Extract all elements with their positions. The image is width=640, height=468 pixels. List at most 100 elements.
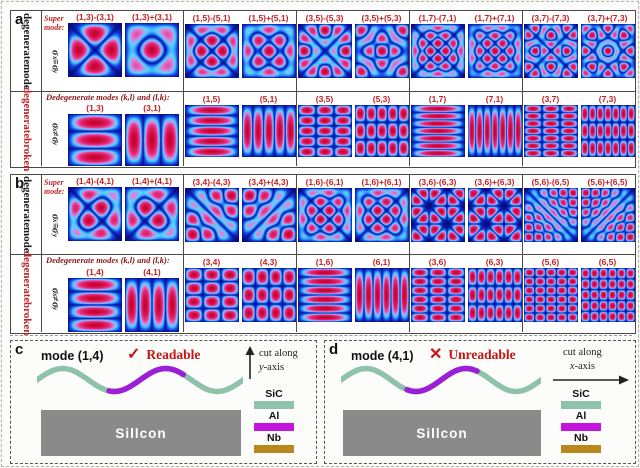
mode-pair: (3,6)-(6,3) (3,6)+(6,3) [410, 176, 522, 242]
mode-pattern-canvas [410, 268, 465, 322]
mode-label: (3,6)+(6,3) [474, 177, 515, 187]
mode-pattern-canvas [68, 23, 122, 77]
mode-pattern-canvas [523, 268, 578, 322]
mode-label: (3,6) [428, 257, 447, 267]
side-word: mode [20, 227, 33, 253]
mode-label: (1,7)-(7,1) [418, 13, 457, 23]
mode-tile: (6,3) [467, 256, 522, 322]
legend-label: SiC [572, 388, 590, 400]
mode-label: (1,4)+(4,1) [132, 176, 172, 186]
mode-tile: (3,6) [410, 256, 465, 322]
degenerate-broken-row: degenerate broken Dedegenerate modes (k,l)… [11, 87, 635, 172]
mode-pattern-canvas [354, 105, 409, 157]
mode-label: (1,5) [202, 94, 221, 104]
mode-pair: (3,7) (7,3) [523, 93, 635, 157]
super-mode-header: Super mode: [44, 14, 65, 33]
degenerate-mode-row: degenerate mode Super mode: σ x ≡ σ y (1,3)-(3… [11, 11, 635, 92]
panel-letter: d [329, 341, 339, 358]
mode-group: (3,4) (4,3) [183, 255, 296, 332]
mode-tile: (5,6) [523, 256, 578, 322]
mode-group: (1,6)-(6,1) (1,6)+(6,1) [296, 175, 409, 254]
mode-pattern-canvas [297, 268, 352, 322]
mode-pattern-canvas [410, 105, 465, 157]
mode-tile: (3,7)+(7,3) [580, 12, 635, 78]
mode-label: (5,6)+(6,5) [587, 177, 628, 187]
mode-pattern-canvas [125, 23, 179, 77]
mode-title: mode (1,4) [41, 349, 104, 363]
mode-pair: (1,5) (5,1) [184, 93, 296, 157]
mode-pair: (3,4) (4,3) [184, 256, 296, 322]
mode-pair: (3,5)-(5,3) (3,5)+(5,3) [297, 12, 409, 78]
mode-pattern-canvas [184, 268, 239, 322]
mode-pattern-canvas [68, 187, 122, 241]
legend-label: Nb [267, 432, 281, 444]
mode-pair: (1,6)-(6,1) (1,6)+(6,1) [297, 176, 409, 242]
mode-pattern-canvas [125, 278, 179, 332]
panel-letter: a [15, 11, 24, 28]
mode-pattern-canvas [184, 188, 239, 242]
legend-label: Al [575, 410, 587, 422]
mode-pattern-canvas [580, 268, 635, 322]
mode-pattern-canvas [523, 188, 578, 242]
mode-pattern-canvas [68, 114, 122, 166]
mode-pattern-canvas [241, 105, 296, 157]
mode-label: (3,6)-(6,3) [418, 177, 457, 187]
mode-label: (1,6)+(6,1) [361, 177, 402, 187]
mode-label: (5,6) [541, 257, 560, 267]
mode-label: (1,3) [86, 103, 104, 113]
mode-group: (3,7)-(7,3) (3,7)+(7,3) [522, 11, 635, 91]
silicon-substrate: Sillcon [343, 410, 541, 456]
side-label-degenerate-mode: degenerate mode [11, 11, 41, 91]
mode-tile: (1,7)+(7,1) [467, 12, 522, 78]
mode-pattern-canvas [467, 24, 522, 78]
panel-a-mode-table: a degenerate mode Super mode: σ x ≡ σ y (1,3)-(… [10, 10, 636, 172]
cross-icon: ✕ [429, 346, 443, 363]
mode-label: (3,5) [315, 94, 334, 104]
legend-swatch-sic [561, 401, 601, 409]
mode-pair: (3,7)-(7,3) (3,7)+(7,3) [523, 12, 635, 78]
axis-text: x-axis [569, 360, 595, 372]
mode-pattern-canvas [184, 24, 239, 78]
verdict-text: Readable [146, 347, 201, 362]
mode-label: (6,1) [372, 257, 391, 267]
mode-label: (1,7)+(7,1) [474, 13, 515, 23]
mode-tile: (1,5)-(5,1) [184, 12, 239, 78]
mode-group: (3,6)-(6,3) (3,6)+(6,3) [409, 175, 522, 254]
side-label-degenerate-broken: degenerate broken [11, 87, 41, 172]
mode-tile: (3,7) [523, 93, 578, 157]
mode-tile: (1,4)+(4,1) [125, 175, 179, 241]
super-mode-header: Super mode: [44, 178, 65, 197]
mode-label: (1,4) [86, 267, 104, 277]
mode-title: mode (4,1) [351, 349, 414, 363]
dedegenerate-header: Dedegenerate modes (k,l) and (l,k): [46, 92, 170, 102]
side-label-degenerate-broken: degenerate broken [11, 251, 41, 336]
mode-pattern-canvas [125, 114, 179, 166]
mode-pair: (1,5)-(5,1) (1,5)+(5,1) [184, 12, 296, 78]
membrane-wave [37, 365, 243, 395]
mode-pattern-canvas [241, 268, 296, 322]
legend-label: SiC [265, 388, 283, 400]
mode-tile: (5,3) [354, 93, 409, 157]
cut-along-text: cut along [563, 347, 602, 358]
side-word: degenerate [20, 86, 33, 138]
mode-tile: (3,6)+(6,3) [467, 176, 522, 242]
dashed-separator [10, 335, 632, 336]
mode-tile: (1,3) [68, 102, 122, 166]
mode-group: (5,6) (6,5) [522, 255, 635, 332]
mode-pair: (3,4)-(4,3) (3,4)+(4,3) [184, 176, 296, 242]
verdict-text: Unreadable [448, 347, 516, 362]
mode-label: (3,7)-(7,3) [531, 13, 570, 23]
mode-group: (5,6)-(6,5) (5,6)+(6,5) [522, 175, 635, 254]
side-word: degenerate [20, 12, 33, 64]
mode-group: Dedegenerate modes (k,l) and (l,k): σ x ≠ … [41, 255, 183, 332]
mode-pair: (1,3)-(3,1) (1,3)+(3,1) [68, 11, 179, 91]
mode-label: (7,1) [485, 94, 504, 104]
cut-along-text: cut along [259, 348, 298, 359]
material-legend: SiC Al Nb [558, 389, 604, 455]
mode-label: (4,3) [259, 257, 278, 267]
mode-tile: (1,7)-(7,1) [410, 12, 465, 78]
